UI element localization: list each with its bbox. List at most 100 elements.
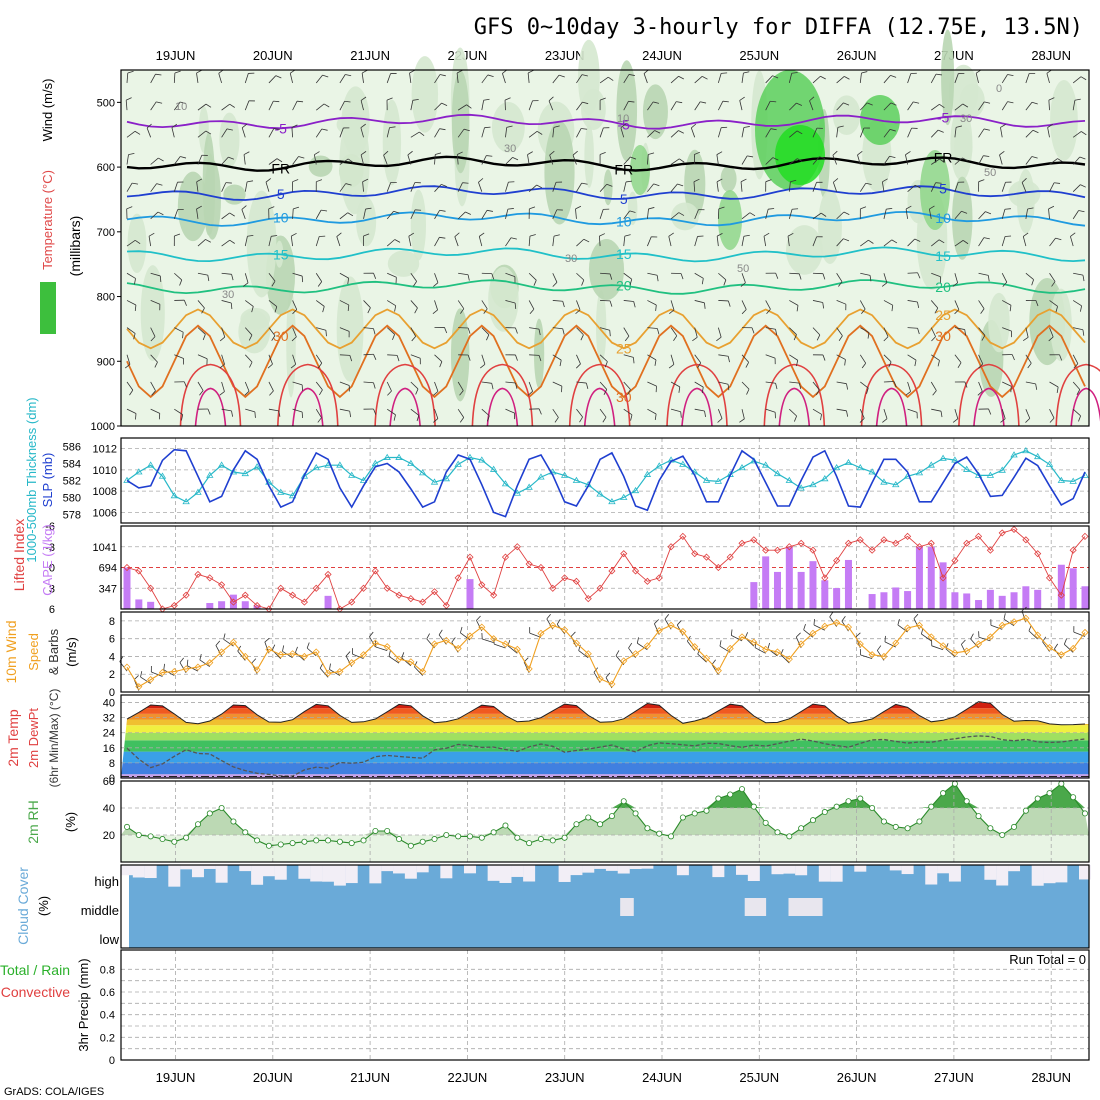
wind-barb-flag (791, 72, 798, 74)
rh-contour-label: 50 (984, 167, 996, 179)
wind-barb-flag (704, 410, 706, 418)
upper-wind-barb (812, 212, 827, 220)
lifted-index-point (407, 595, 415, 603)
rh2m-point (206, 810, 213, 817)
wind-barb-shaft (386, 73, 391, 84)
wind-barb-flag (625, 180, 632, 183)
wind-barb-shaft (789, 381, 800, 384)
wind-barb-flag (655, 304, 657, 311)
lifted-index-point (856, 536, 864, 544)
wind-barb-flag (691, 123, 697, 129)
upper-wind-barb (197, 130, 212, 138)
wind-barb-flag (1027, 207, 1034, 210)
upper-wind-barb (599, 151, 606, 165)
wind-barb-flag (432, 309, 438, 315)
wind-barb-flag (575, 309, 581, 315)
wind-barb-flag (723, 279, 727, 286)
lifted-index-point (289, 591, 297, 599)
date-label-bottom: 28JUN (1031, 1070, 1071, 1085)
upper-wind-barb (481, 381, 494, 390)
wind-barb-shaft (623, 327, 630, 337)
wind-barb-flag (1056, 386, 1059, 394)
cloud-gap-high (795, 865, 808, 876)
wind-barb-shaft (245, 408, 256, 413)
wind-barb-shaft (410, 354, 421, 359)
upper-wind-barb (1049, 300, 1058, 313)
thickness-point (714, 477, 723, 484)
wind-barb-flag (857, 150, 863, 156)
upper-wind-barb (859, 71, 868, 83)
upper-wind-barb (292, 381, 303, 391)
wind-speed-point (691, 643, 699, 651)
wind-barb-flag (891, 305, 894, 312)
lifted-index-point (880, 536, 888, 544)
upper-wind-barb (171, 123, 178, 138)
wind-speed-point (324, 669, 332, 677)
isotherm-label: 5 (939, 180, 947, 196)
upper-wind-barb (789, 102, 803, 111)
wind-barb-shaft (528, 100, 533, 111)
cloud-gap-high (440, 865, 453, 879)
wind-barb-flag (462, 182, 469, 184)
date-label-top: 19JUN (156, 48, 196, 63)
temp-axis-label: (6hr Min/Max) (°C) (47, 689, 61, 788)
slp-tick: 1012 (93, 444, 117, 456)
wind-barb-shaft (1072, 210, 1079, 220)
wind-barb-flag (451, 637, 456, 643)
upper-wind-barb (1001, 74, 1014, 84)
rh2m-point (561, 834, 568, 841)
rh2m-point (443, 832, 450, 839)
wind-barb-shaft (552, 273, 558, 283)
wind-barb-shaft (363, 353, 374, 356)
upper-wind-barb (647, 408, 657, 421)
wind-barb-shaft (339, 354, 350, 356)
temperature-band (121, 725, 1089, 733)
wind-barb-shaft (1001, 273, 1008, 283)
wind-barb-shaft (694, 381, 704, 388)
cloud-gap-high (594, 865, 607, 869)
wind-barb-flag (226, 128, 233, 131)
wind-barb-flag (700, 101, 707, 104)
wind-barb-shaft (244, 381, 250, 392)
upper-wind-barb (434, 354, 443, 368)
upper-wind-barb (150, 157, 164, 165)
wind-barb-flag (867, 332, 870, 339)
wind-barb-flag (126, 97, 132, 101)
upper-wind-barb (623, 156, 637, 165)
wind-barb-flag (251, 306, 254, 313)
upper-wind-barb (245, 300, 254, 313)
wind-barb-shaft (832, 155, 838, 165)
wind-barb-shaft (954, 182, 959, 192)
upper-wind-barb (244, 354, 253, 368)
cloud-row-label: low (99, 932, 119, 947)
upper-wind-barb (931, 408, 943, 418)
wind-barb-flag (546, 614, 551, 620)
wind-barb-flag (890, 74, 897, 78)
upper-wind-barb (528, 130, 543, 138)
rh-legend (40, 282, 56, 334)
rh-shading (818, 189, 842, 264)
temperature-band (121, 732, 1089, 741)
upper-wind-barb (978, 300, 985, 314)
cloud-fill (129, 865, 1089, 948)
wind-barb-flag (186, 659, 189, 666)
wind-barb-flag (199, 653, 202, 661)
wind-barb-shaft (789, 354, 798, 361)
wind-barb-shaft (954, 211, 962, 220)
wind-barb-flag (1021, 178, 1027, 183)
wind-barb-shaft (931, 158, 940, 165)
upper-wind-barb (339, 74, 352, 84)
side-label: Temperature (°C) (40, 170, 55, 270)
wind-barb-flag (1007, 101, 1014, 104)
wind-barb-shaft (126, 182, 133, 192)
rh-shading (627, 191, 638, 226)
wind-barb-flag (1023, 232, 1029, 237)
wind-barb-flag (883, 336, 889, 342)
wind-barb-shaft (741, 300, 747, 310)
upper-wind-barb (1072, 131, 1087, 138)
wind-barb-shaft (173, 72, 176, 83)
upper-wind-barb (410, 182, 421, 192)
upper-wind-barb (742, 327, 755, 334)
upper-wind-barb (221, 212, 235, 220)
slp-tick: 1010 (93, 465, 117, 477)
